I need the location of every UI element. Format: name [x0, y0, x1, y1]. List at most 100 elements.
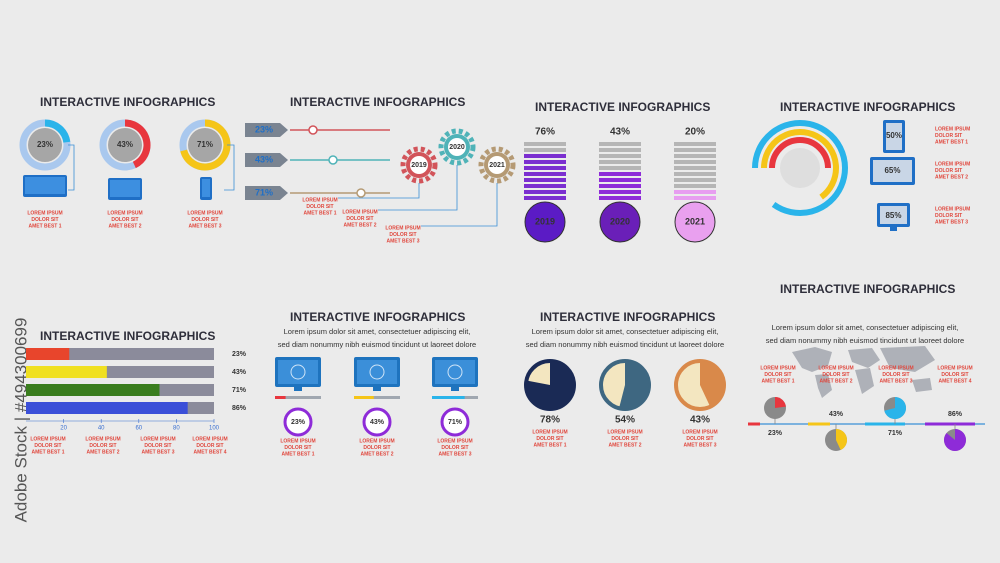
device-screen	[873, 160, 912, 182]
stripe	[674, 148, 716, 152]
caption: AMET BEST 4	[193, 449, 226, 455]
monitor-screen	[278, 360, 318, 384]
ring-center	[108, 128, 142, 162]
percent-label: 23%	[255, 124, 273, 134]
stand	[294, 387, 302, 391]
tag	[245, 153, 288, 167]
subtitle: sed diam nonummy nibh euismod tincidunt …	[278, 340, 476, 349]
caption: AMET BEST 3	[188, 223, 221, 229]
caption: DOLOR SIT	[196, 443, 223, 449]
stripe-fill	[674, 190, 716, 200]
stripe	[674, 154, 716, 158]
caption: DOLOR SIT	[441, 445, 468, 451]
gear-teeth	[400, 146, 438, 184]
knob	[328, 155, 338, 165]
percent-label: 23%	[232, 351, 247, 358]
stripe	[524, 190, 566, 194]
caption: AMET BEST 2	[343, 222, 376, 228]
percent-label: 71%	[232, 387, 247, 394]
caption: DOLOR SIT	[935, 168, 962, 174]
caption: DOLOR SIT	[536, 436, 563, 442]
monitor-screen	[357, 360, 397, 384]
caption: DOLOR SIT	[822, 372, 849, 378]
stand	[451, 387, 459, 391]
caption: DOLOR SIT	[191, 217, 218, 223]
caption: DOLOR SIT	[686, 436, 713, 442]
subtitle: Lorem ipsum dolor sit amet, consectetuer…	[532, 327, 719, 336]
stripe	[524, 142, 566, 146]
stripe	[524, 196, 566, 200]
monitor-screen	[435, 360, 475, 384]
caption: AMET BEST 3	[683, 442, 716, 448]
panel-title: INTERACTIVE INFOGRAPHICS	[780, 282, 955, 296]
caption: AMET BEST 2	[608, 442, 641, 448]
percent-label: 71%	[197, 140, 213, 149]
caption: DOLOR SIT	[941, 372, 968, 378]
stripe	[674, 160, 716, 164]
caption: LOREM IPSUM	[30, 436, 65, 442]
ring-center	[188, 128, 222, 162]
caption: LOREM IPSUM	[878, 365, 913, 371]
map	[912, 378, 932, 392]
caption: DOLOR SIT	[764, 372, 791, 378]
caption: LOREM IPSUM	[280, 438, 315, 444]
caption: LOREM IPSUM	[302, 197, 337, 203]
percent-label: 50%	[886, 131, 902, 140]
caption: AMET BEST 2	[360, 451, 393, 457]
caption: AMET BEST 2	[819, 378, 852, 384]
caption: LOREM IPSUM	[760, 365, 795, 371]
badge	[283, 407, 313, 437]
pie-wedge	[884, 397, 906, 419]
knob	[356, 188, 366, 198]
caption: AMET BEST 3	[935, 219, 968, 225]
bar	[26, 384, 160, 396]
stripe	[674, 184, 716, 188]
pie-wedge	[836, 429, 847, 450]
percent-label: 76%	[535, 127, 555, 138]
gear-hub	[488, 156, 506, 174]
year: 2020	[449, 144, 465, 151]
percent-label: 71%	[888, 430, 903, 437]
caption: DOLOR SIT	[935, 133, 962, 139]
caption: AMET BEST 1	[761, 378, 794, 384]
subtitle: Lorem ipsum dolor sit amet, consectetuer…	[284, 327, 471, 336]
percent-label: 86%	[948, 411, 963, 418]
map	[792, 347, 832, 372]
subtitle: sed diam nonummy nibh euismod tincidunt …	[766, 336, 964, 345]
year: 2020	[610, 216, 630, 226]
icon	[447, 364, 463, 380]
subtitle: sed diam nonummy nibh euismod tincidunt …	[526, 340, 724, 349]
panel-title: INTERACTIVE INFOGRAPHICS	[540, 310, 715, 324]
caption: LOREM IPSUM	[27, 210, 62, 216]
pie-wedge	[619, 361, 649, 410]
panel-title: INTERACTIVE INFOGRAPHICS	[780, 100, 955, 114]
gear-teeth	[478, 146, 516, 184]
watermark: Adobe Stock | #494300699	[11, 318, 30, 523]
percent-label: 23%	[291, 419, 306, 426]
caption: LOREM IPSUM	[385, 225, 420, 231]
percent-label: 43%	[370, 419, 385, 426]
stand	[373, 387, 381, 391]
x-tick-label: 40	[98, 426, 105, 432]
stripe	[674, 196, 716, 200]
caption: LOREM IPSUM	[935, 126, 970, 132]
map	[855, 368, 874, 394]
bar-track	[26, 348, 214, 360]
badge	[440, 407, 470, 437]
caption: DOLOR SIT	[31, 217, 58, 223]
percent-label: 43%	[232, 369, 247, 376]
caption: DOLOR SIT	[611, 436, 638, 442]
panel-title: INTERACTIVE INFOGRAPHICS	[290, 95, 465, 109]
percent-label: 43%	[610, 127, 630, 138]
year-badge	[524, 201, 566, 243]
panel-title: INTERACTIVE INFOGRAPHICS	[40, 329, 215, 343]
stripe	[674, 178, 716, 182]
caption: LOREM IPSUM	[607, 429, 642, 435]
gear-hub	[448, 138, 466, 156]
progress-track	[354, 396, 400, 399]
device-screen	[110, 180, 140, 197]
caption: LOREM IPSUM	[437, 438, 472, 444]
subtitle: Lorem ipsum dolor sit amet, consectetuer…	[772, 323, 959, 332]
percent-label: 43%	[829, 411, 844, 418]
year: 2019	[411, 162, 427, 169]
